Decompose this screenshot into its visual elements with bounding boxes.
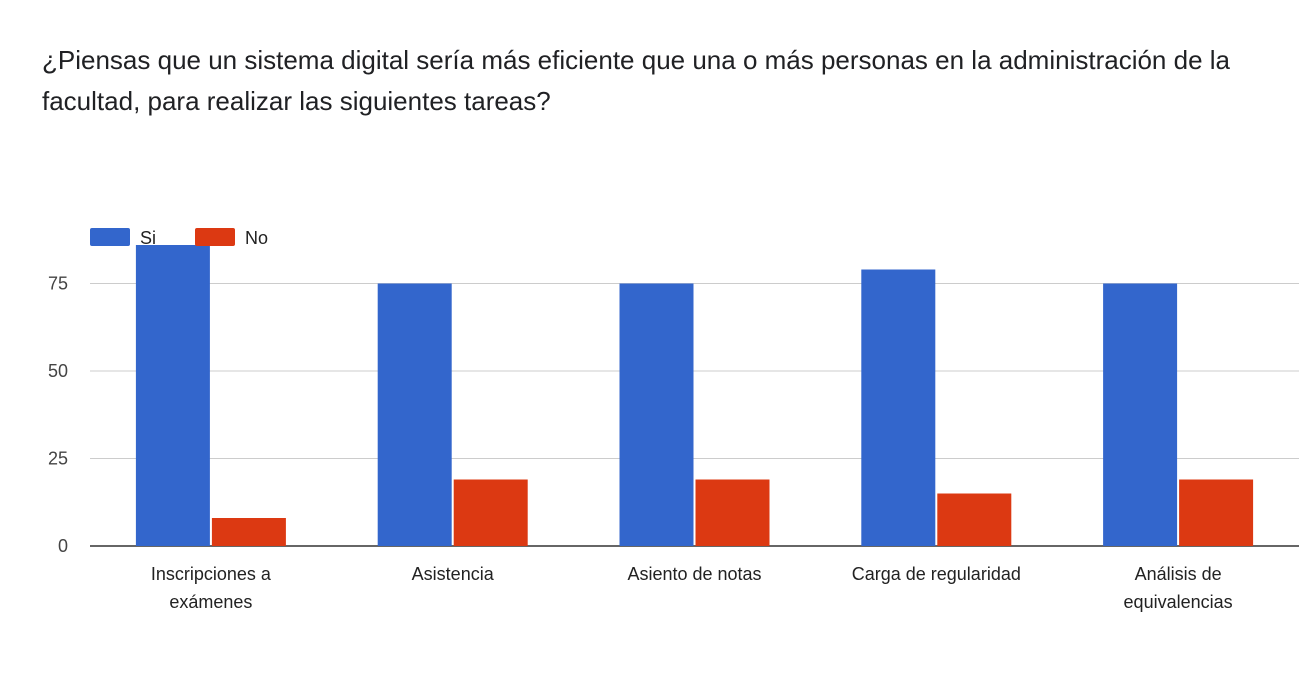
x-category-label-line: exámenes xyxy=(169,592,252,612)
x-axis-category-labels: Inscripciones a exámenes Asistencia Asiento… xyxy=(151,564,1233,612)
x-category-label: Inscripciones a exámenes xyxy=(151,564,272,612)
x-category-label: Carga de regularidad xyxy=(852,564,1021,584)
bar-no xyxy=(453,479,528,546)
bar-no xyxy=(211,518,286,546)
bar-no xyxy=(937,493,1012,546)
bar-si xyxy=(377,283,452,546)
bar-si xyxy=(619,283,694,546)
x-category-label: Asiento de notas xyxy=(627,564,761,584)
legend-swatch-no xyxy=(195,228,235,246)
bar-si xyxy=(135,245,210,546)
bar-no xyxy=(1179,479,1254,546)
bar-no xyxy=(695,479,770,546)
bar-si xyxy=(1103,283,1178,546)
y-tick-label: 50 xyxy=(48,361,68,381)
x-category-label-line: Asistencia xyxy=(412,564,495,584)
x-category-label-line: Análisis de xyxy=(1135,564,1222,584)
x-category-label-line: Carga de regularidad xyxy=(852,564,1021,584)
x-category-label: Asistencia xyxy=(412,564,495,584)
y-tick-label: 25 xyxy=(48,449,68,469)
gridlines xyxy=(90,283,1299,547)
chart-title: ¿Piensas que un sistema digital sería má… xyxy=(42,45,1230,116)
bar-si xyxy=(861,269,936,546)
x-category-label-line: Inscripciones a xyxy=(151,564,272,584)
y-axis-tick-labels: 0 25 50 75 xyxy=(48,274,68,557)
legend-label-si: Si xyxy=(140,228,156,248)
bars xyxy=(135,245,1254,546)
legend-label-no: No xyxy=(245,228,268,248)
x-category-label-line: Asiento de notas xyxy=(627,564,761,584)
y-tick-label: 0 xyxy=(58,536,68,556)
legend: Si No xyxy=(90,228,268,248)
legend-swatch-si xyxy=(90,228,130,246)
x-category-label: Análisis de equivalencias xyxy=(1124,564,1233,612)
x-category-label-line: equivalencias xyxy=(1124,592,1233,612)
y-tick-label: 75 xyxy=(48,274,68,294)
